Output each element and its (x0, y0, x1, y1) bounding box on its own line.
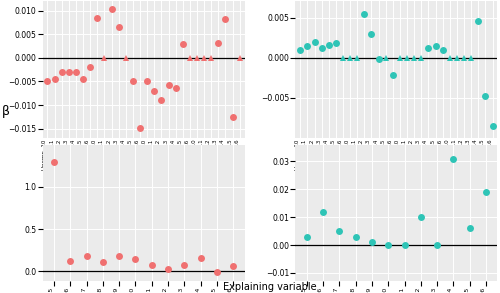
Text: β: β (2, 105, 10, 118)
Text: Explaining variable: Explaining variable (223, 282, 317, 292)
